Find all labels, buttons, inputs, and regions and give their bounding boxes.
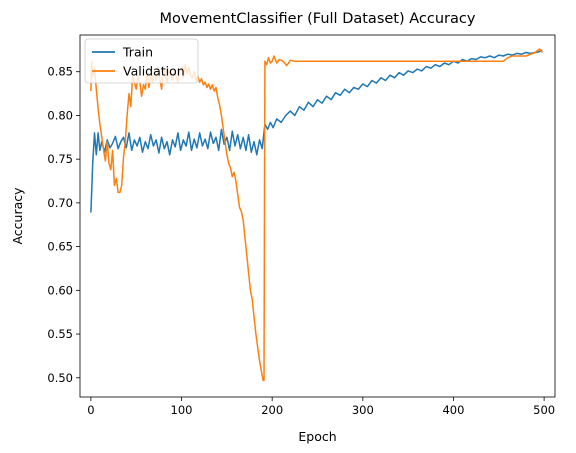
y-tick-label: 0.55 [47,327,73,341]
y-tick-label: 0.80 [47,108,73,122]
legend-label-train: Train [122,45,153,60]
legend: Train Validation [84,38,199,84]
y-tick-label: 0.65 [47,240,73,254]
x-tick-label: 200 [261,403,283,417]
y-tick-label: 0.70 [47,196,73,210]
legend-box [84,38,199,84]
y-tick-label: 0.75 [47,152,73,166]
chart-title: MovementClassifier (Full Dataset) Accura… [160,11,476,27]
y-tick-label: 0.50 [47,371,73,385]
y-axis-label: Accuracy [10,187,25,245]
legend-label-validation: Validation [123,64,185,79]
y-tick-label: 0.60 [47,283,73,297]
series-line-train [90,49,543,213]
series-line-validation [90,48,543,382]
x-tick-label: 300 [352,403,374,417]
plot-area [90,48,543,382]
x-tick-label: 100 [171,403,193,417]
y-axis: 0.50 0.55 0.60 0.65 0.70 0.75 0.80 0.85 [47,65,80,385]
x-axis: 0 100 200 300 400 500 [87,397,555,417]
x-axis-label: Epoch [298,429,336,444]
y-tick-label: 0.85 [47,65,73,79]
x-tick-label: 0 [87,403,94,417]
x-tick-label: 500 [533,403,555,417]
x-tick-label: 400 [442,403,464,417]
plot-frame [79,34,556,398]
